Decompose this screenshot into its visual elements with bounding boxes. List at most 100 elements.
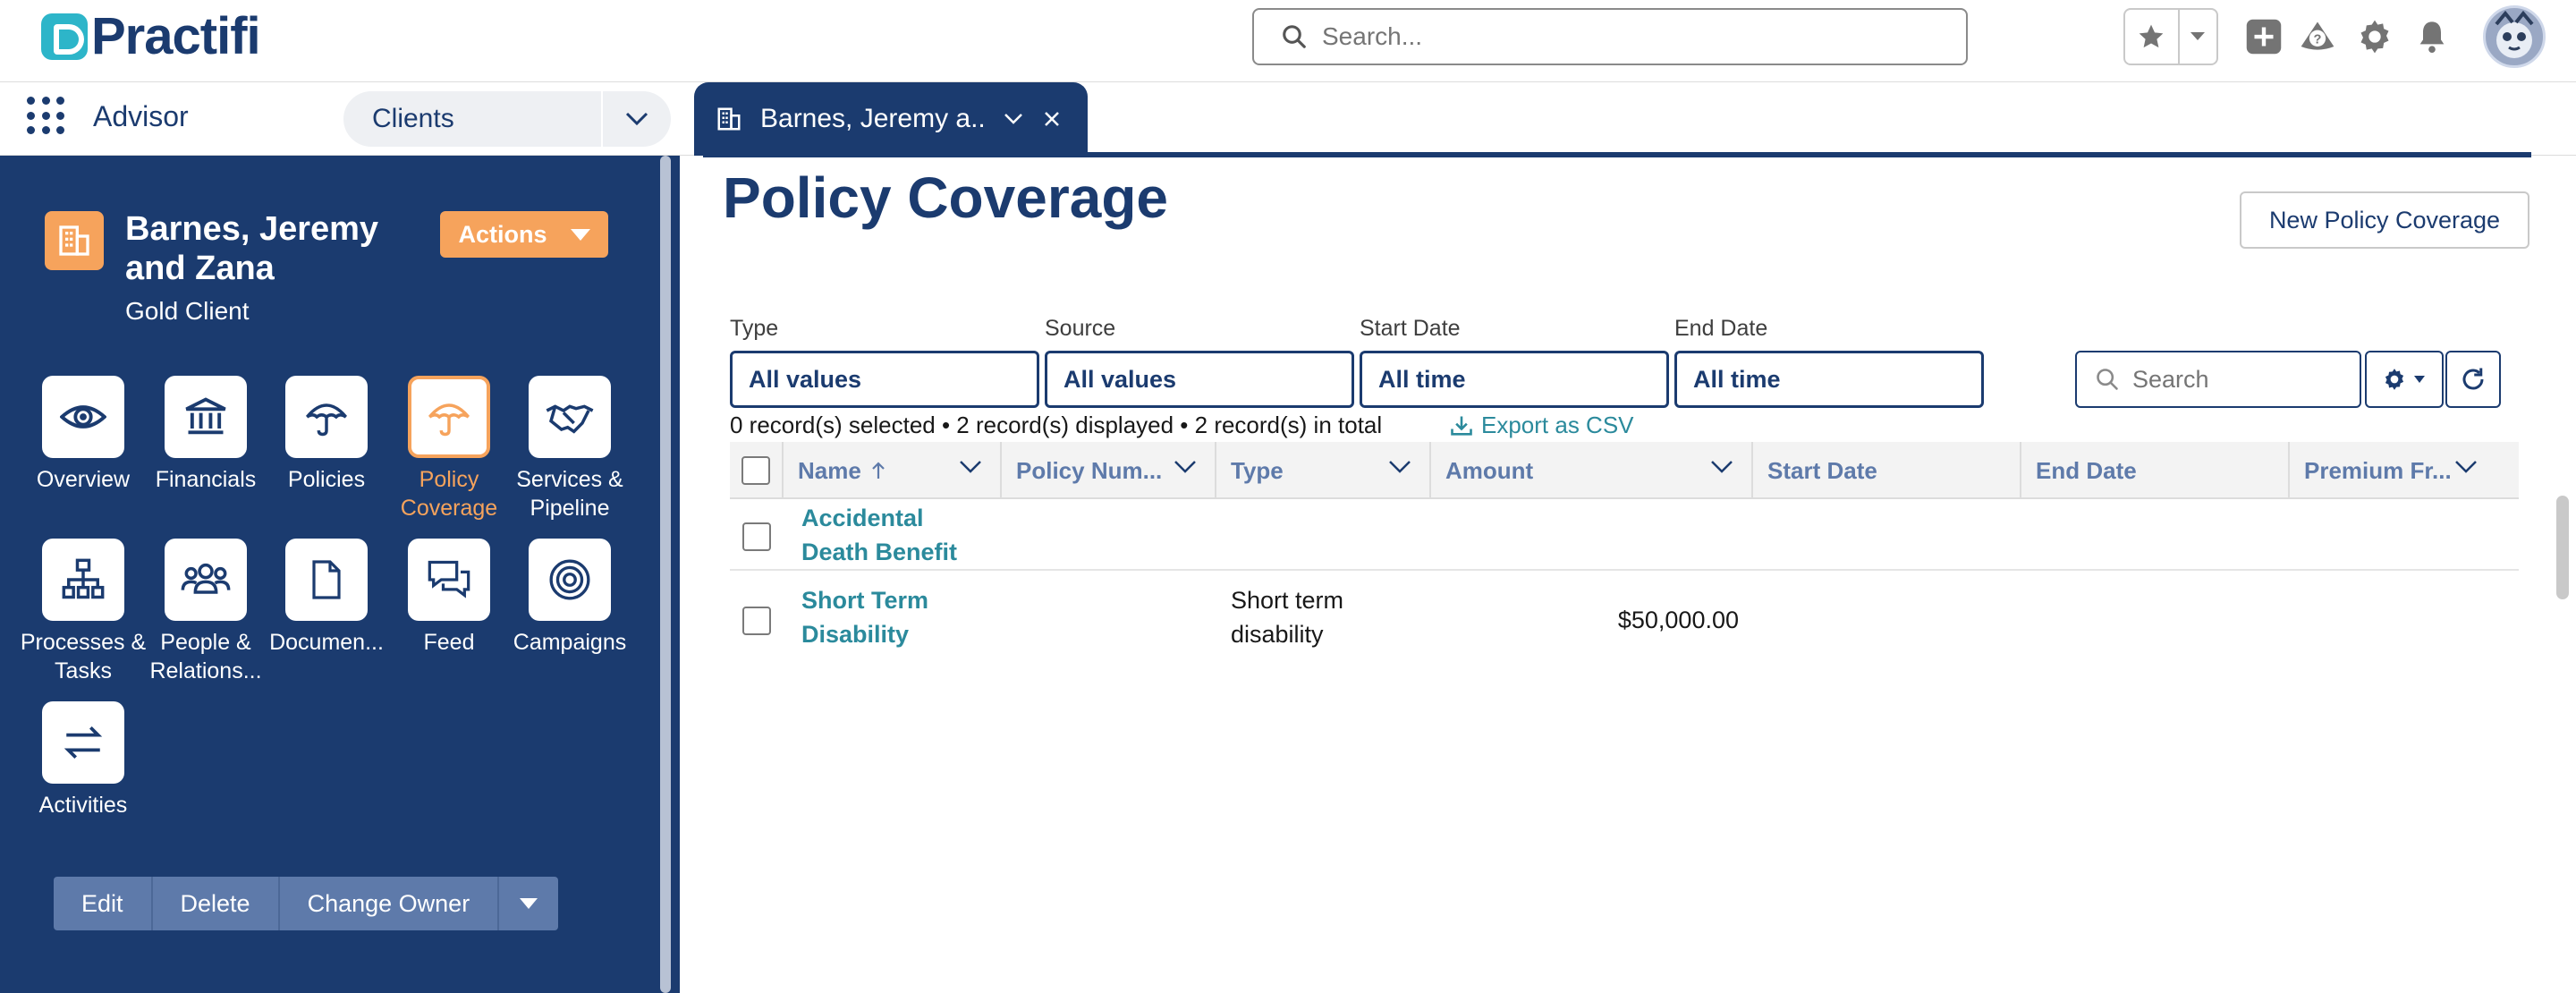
record-tab-title: Barnes, Jeremy a... [760,104,984,133]
row-name-link[interactable]: Accidental Death Benefit [801,505,958,565]
object-selector[interactable]: Clients [343,91,671,147]
handshake-icon [546,404,594,434]
column-header-start-date[interactable]: Start Date [1753,442,2021,499]
tile-policies[interactable]: Policies [259,376,394,494]
tile-activities[interactable]: Activities [16,701,150,819]
tile-label: Campaigns [513,630,627,655]
tile-label: Processes & Tasks [20,630,147,683]
umbrella-icon [306,403,347,437]
tile-label: People & Relations... [149,630,262,683]
record-sidebar: Barnes, Jeremy and Zana Gold Client Acti… [0,156,680,993]
tile-financials[interactable]: Financials [139,376,273,494]
sidebar-scrollbar[interactable] [660,156,671,993]
global-search-input[interactable] [1322,22,1948,51]
record-tab[interactable]: Barnes, Jeremy a... [694,82,1088,156]
tile-label: Policies [287,467,366,492]
bell-icon[interactable] [2411,16,2453,57]
app-launcher-icon[interactable] [27,97,66,136]
main-content [680,156,2576,993]
edit-button[interactable]: Edit [54,877,153,930]
filter-source-select[interactable]: All values [1045,351,1354,408]
row-amount-cell: $50,000.00 [1617,607,1739,633]
select-all-checkbox[interactable] [741,456,770,485]
page-scrollbar[interactable] [2556,496,2569,599]
gear-icon[interactable] [2354,16,2395,57]
page-title: Policy Coverage [723,166,1168,230]
filter-type-select[interactable]: All values [730,351,1039,408]
chevron-down-icon[interactable] [1174,460,1197,474]
table-search[interactable] [2075,351,2361,408]
tile-documents[interactable]: Documen... [259,539,394,657]
tile-overview[interactable]: Overview [16,376,150,494]
avatar[interactable] [2483,5,2546,68]
actions-label: Actions [458,220,547,248]
column-header-policy-number[interactable]: Policy Num... [1002,442,1216,499]
tile-people-relations[interactable]: People & Relations... [139,539,273,685]
actions-button[interactable]: Actions [440,211,608,258]
umbrella-icon [428,403,470,437]
global-search[interactable] [1252,8,1968,65]
tile-feed[interactable]: Feed [382,539,516,657]
policy-coverage-table: Name Policy Num... Type Amount Start Dat… [730,442,2519,667]
new-policy-coverage-button[interactable]: New Policy Coverage [2240,191,2529,249]
record-count-info: 0 record(s) selected • 2 record(s) displ… [730,412,1383,438]
chevron-down-icon[interactable] [1388,460,1411,474]
account-building-icon [45,211,104,270]
help-icon[interactable]: ? [2297,16,2338,57]
building-icon [717,107,741,131]
record-button-group: Edit Delete Change Owner [54,877,559,930]
row-checkbox[interactable] [742,607,771,635]
people-icon [181,563,231,594]
delete-button[interactable]: Delete [153,877,280,930]
column-header-premium-frequency[interactable]: Premium Fr... [2290,442,2519,499]
account-name: Barnes, Jeremy and Zana [125,210,379,287]
table-settings-button[interactable] [2365,351,2444,408]
row-checkbox[interactable] [742,522,771,551]
star-icon[interactable] [2125,10,2180,64]
target-icon [549,559,590,600]
chevron-down-icon[interactable] [1710,460,1733,474]
object-selector-label: Clients [372,104,454,133]
search-icon [2097,369,2118,390]
select-all-cell [730,442,784,499]
refresh-icon [2462,368,2484,390]
column-header-end-date[interactable]: End Date [2021,442,2290,499]
chat-icon [428,560,470,598]
column-header-name[interactable]: Name [784,442,1002,499]
export-csv-label: Export as CSV [1481,412,1634,438]
document-icon [312,560,341,599]
filter-start-date-select[interactable]: All time [1360,351,1669,408]
caret-down-icon [2414,376,2425,383]
tile-label: Policy Coverage [400,467,498,521]
tile-label: Documen... [269,630,384,655]
row-type-cell: Short term disability [1231,587,1344,648]
logo-text: Practifi [91,7,261,65]
more-actions-dropdown[interactable] [499,877,558,930]
tile-campaigns[interactable]: Campaigns [503,539,637,657]
tab-chevron-icon[interactable] [1004,113,1023,125]
column-header-amount[interactable]: Amount [1431,442,1753,499]
row-name-link[interactable]: Short Term Disability [801,587,929,648]
tile-services-pipeline[interactable]: Services & Pipeline [503,376,637,522]
tile-processes-tasks[interactable]: Processes & Tasks [16,539,150,685]
add-icon[interactable] [2243,16,2284,57]
table-search-input[interactable] [2132,365,2356,394]
tile-label: Feed [423,630,475,655]
chevron-down-icon[interactable] [601,91,671,147]
close-icon[interactable] [1043,110,1061,128]
export-csv-link[interactable]: Export as CSV [1449,412,1634,439]
table-row: Accidental Death Benefit [730,499,2519,571]
column-header-type[interactable]: Type [1216,442,1431,499]
chevron-down-icon[interactable] [2454,460,2478,474]
favorites-group [2123,8,2218,65]
favorites-dropdown-icon[interactable] [2180,10,2216,64]
practifi-logo[interactable]: Practifi [41,7,261,65]
chevron-down-icon[interactable] [959,460,982,474]
table-header: Name Policy Num... Type Amount Start Dat… [730,442,2519,499]
filter-end-date-select[interactable]: All time [1674,351,1984,408]
filter-source-label: Source [1045,316,1116,341]
sort-ascending-icon [872,462,885,479]
change-owner-button[interactable]: Change Owner [280,877,500,930]
refresh-button[interactable] [2445,351,2501,408]
tile-policy-coverage[interactable]: Policy Coverage [382,376,516,522]
